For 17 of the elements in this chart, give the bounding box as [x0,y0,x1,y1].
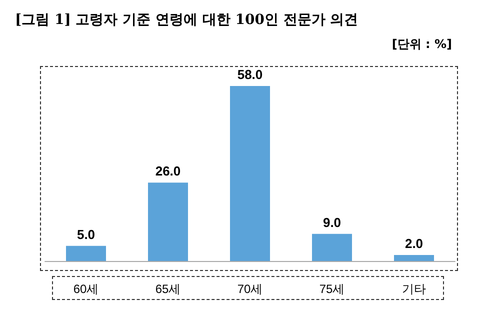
data-label: 9.0 [322,214,342,230]
x-tick-label: 75세 [319,282,345,296]
data-label: 2.0 [404,236,424,251]
data-label: 5.0 [76,226,96,242]
x-tick-label: 60세 [73,282,99,296]
text: [단위 : %] [392,37,452,51]
chart-title: [그림 1] 고령자 기준 연령에 대한 100인 전문가 의견 [15,12,358,28]
x-tick-label: 65세 [155,282,181,296]
bar [394,254,434,261]
x-tick-label: 기타 [402,282,426,296]
bar [230,86,270,261]
bar [148,182,188,261]
data-label: 26.0 [155,164,181,179]
bar [312,234,352,261]
bar [66,246,106,261]
x-tick-label: 70세 [237,282,263,296]
data-label: 58.0 [237,67,263,82]
